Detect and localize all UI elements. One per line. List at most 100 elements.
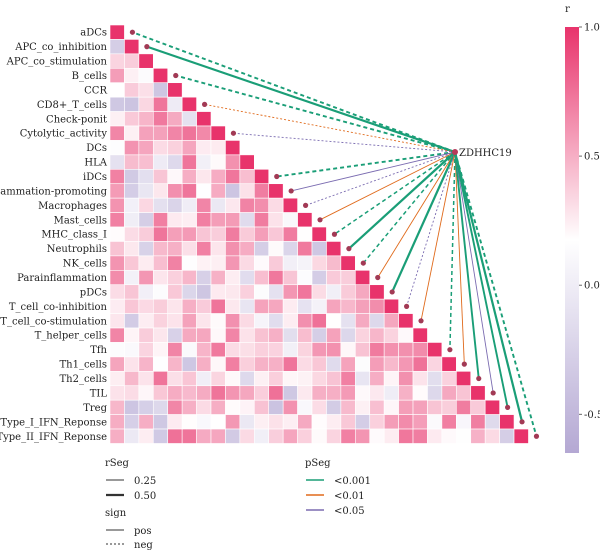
heatmap-cell	[355, 428, 371, 444]
heatmap-cell	[124, 428, 140, 444]
heatmap-cell	[109, 428, 125, 444]
heatmap-cell	[124, 96, 140, 112]
heatmap-cell	[152, 385, 169, 401]
heatmap-cell	[268, 428, 284, 444]
heatmap-cell	[196, 125, 212, 141]
heatmap-cell	[340, 270, 356, 286]
heatmap-cell	[167, 298, 183, 314]
heatmap-cell	[239, 169, 255, 185]
heatmap-cell	[196, 298, 212, 314]
heatmap-cell	[167, 428, 183, 444]
heatmap-cell	[181, 111, 197, 127]
heatmap-cell	[456, 414, 472, 430]
heatmap-cell	[254, 255, 270, 271]
heatmap-cell	[297, 327, 313, 343]
row-label: Th2_cells	[59, 374, 107, 385]
heatmap-cell	[383, 399, 399, 415]
heatmap-cell	[109, 125, 125, 141]
heatmap-cell	[210, 183, 226, 199]
heatmap-cell	[196, 399, 212, 415]
heatmap-cell	[282, 197, 298, 213]
heatmap-cell	[311, 399, 327, 415]
heatmap-cell	[196, 270, 212, 286]
heatmap-cell	[152, 226, 169, 242]
heatmap-cell	[340, 428, 356, 444]
link-endpoint	[201, 101, 208, 107]
heatmap-cell	[311, 226, 327, 242]
heatmap-cell	[124, 356, 140, 372]
heatmap-cell	[470, 385, 486, 401]
heatmap-cell	[297, 255, 313, 271]
heatmap-cell	[340, 327, 356, 343]
heatmap-cell	[282, 313, 298, 329]
link-endpoint	[144, 44, 150, 50]
legend-rseg-label-2: 0.50	[134, 491, 156, 502]
heatmap-cell	[297, 371, 313, 387]
heatmap-cell	[225, 154, 241, 170]
heatmap-cell	[124, 298, 140, 314]
heatmap-cell	[398, 414, 414, 430]
heatmap-cell	[167, 241, 183, 257]
heatmap-cell	[181, 399, 197, 415]
heatmap-cell	[167, 284, 183, 300]
heatmap-cell	[109, 169, 125, 185]
heatmap-cell	[124, 255, 140, 271]
heatmap-cell	[124, 125, 140, 141]
heatmap-cell	[210, 371, 226, 387]
heatmap-cell	[383, 414, 399, 430]
heatmap-cell	[282, 342, 298, 358]
heatmap-cell	[297, 270, 313, 286]
heatmap-cell	[412, 399, 428, 415]
link-line	[276, 151, 456, 178]
heatmap-cell	[109, 226, 125, 242]
heatmap-cell	[369, 284, 385, 300]
heatmap-cell	[210, 197, 226, 213]
heatmap-cell	[109, 212, 125, 228]
heatmap-cell	[268, 255, 284, 271]
heatmap-cell	[355, 399, 371, 415]
heatmap-cell	[109, 154, 125, 170]
heatmap-cell	[282, 298, 298, 314]
heatmap-cell	[326, 241, 342, 257]
legend-rseg-label-1: 0.25	[134, 476, 156, 487]
heatmap-cell	[109, 39, 125, 55]
heatmap-cell	[239, 327, 255, 343]
heatmap-cell	[196, 169, 212, 185]
heatmap-cell	[196, 356, 212, 372]
heatmap-cell	[311, 428, 327, 444]
legend-pseg-label-1: <0.001	[334, 476, 371, 487]
heatmap-cell	[484, 428, 500, 444]
heatmap-cell	[152, 270, 169, 286]
heatmap-cell	[239, 183, 255, 199]
heatmap-cell	[254, 327, 270, 343]
heatmap-cell	[124, 342, 140, 358]
colorbar: r 1.0 0.5 0.0 -0.5	[565, 4, 600, 453]
heatmap-cell	[210, 428, 226, 444]
heatmap-cell	[138, 270, 154, 286]
row-label: pDCs	[80, 287, 107, 298]
heatmap-cell	[124, 371, 140, 387]
heatmap-cell	[282, 428, 298, 444]
heatmap-cell	[326, 428, 342, 444]
heatmap-cell	[369, 371, 385, 387]
heatmap-cell	[109, 399, 125, 415]
heatmap-cell	[167, 140, 183, 156]
heatmap	[109, 24, 529, 444]
heatmap-cell	[239, 399, 255, 415]
heatmap-cell	[355, 356, 371, 372]
heatmap-cell	[109, 371, 125, 387]
row-label: Neutrophils	[47, 244, 107, 255]
row-label: Type_II_IFN_Reponse	[0, 432, 107, 443]
heatmap-cell	[181, 183, 197, 199]
heatmap-cell	[456, 428, 472, 444]
heatmap-cell	[326, 255, 342, 271]
heatmap-cell	[181, 197, 197, 213]
heatmap-cell	[441, 428, 457, 444]
legend-rseg-title: rSeg	[105, 458, 130, 469]
heatmap-cell	[109, 111, 125, 127]
row-label: Macrophages	[38, 201, 107, 212]
row-label: MHC_class_I	[41, 230, 107, 241]
heatmap-cell	[225, 342, 241, 358]
heatmap-cell	[225, 313, 241, 329]
heatmap-cell	[369, 414, 385, 430]
